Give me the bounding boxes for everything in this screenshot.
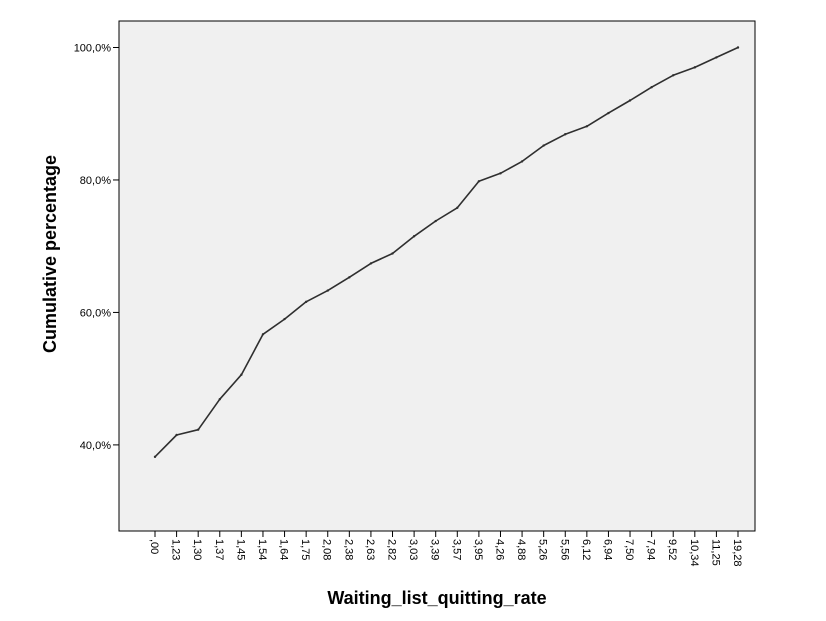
- series-layer: [153, 46, 740, 459]
- x-tick-label: 6,94: [601, 539, 613, 560]
- x-axis-title: Waiting_list_quitting_rate: [327, 588, 546, 608]
- y-tick-label: 40,0%: [80, 440, 111, 452]
- x-tick-label: 4,26: [493, 539, 505, 560]
- x-tick-label: 19,28: [731, 539, 743, 567]
- x-tick-label: 1,23: [170, 539, 182, 560]
- data-point: [607, 111, 610, 115]
- x-tick-label: 1,37: [213, 539, 225, 560]
- x-tick-label: 2,38: [342, 539, 354, 560]
- data-point: [542, 144, 545, 147]
- y-tick-label: 80,0%: [80, 175, 111, 187]
- data-point: [628, 99, 632, 102]
- data-point: [153, 455, 157, 459]
- data-point: [196, 428, 200, 431]
- x-tick-label: 6,12: [580, 539, 592, 560]
- x-tick-label: 7,50: [623, 539, 635, 560]
- x-tick-label: 4,88: [515, 539, 527, 560]
- x-tick-label: 3,39: [429, 539, 441, 560]
- data-point: [520, 160, 524, 163]
- data-point: [434, 219, 437, 223]
- data-point: [218, 397, 221, 401]
- x-tick-label: 3,95: [472, 539, 484, 560]
- plot-area: [118, 20, 756, 532]
- x-tick-label: 1,75: [299, 539, 311, 560]
- data-point: [736, 46, 740, 49]
- x-tick-label: 9,52: [666, 539, 678, 560]
- x-tick-label: 2,82: [386, 539, 398, 560]
- data-point: [369, 262, 373, 265]
- data-point: [175, 433, 178, 437]
- data-point: [304, 300, 308, 304]
- data-point: [283, 317, 286, 321]
- data-point: [499, 172, 502, 175]
- data-point: [693, 66, 697, 69]
- y-tick-label: 100,0%: [74, 42, 112, 54]
- data-point: [261, 333, 265, 336]
- y-tick-label: 60,0%: [80, 307, 111, 319]
- data-point: [240, 373, 243, 376]
- data-point: [412, 235, 416, 238]
- x-tick-label: 7,94: [645, 539, 657, 560]
- data-point: [348, 276, 351, 279]
- data-point: [477, 180, 481, 183]
- x-tick-label: 1,30: [191, 539, 203, 560]
- data-point: [564, 133, 567, 136]
- x-tick-label: 1,54: [256, 539, 268, 560]
- x-tick-label: 1,45: [234, 539, 246, 560]
- x-tick-label: ,00: [148, 539, 160, 554]
- data-point: [672, 74, 675, 77]
- data-point: [326, 289, 329, 292]
- data-point: [585, 125, 589, 128]
- y-axis: 40,0% 60,0% 80,0% 100,0%: [74, 42, 119, 452]
- x-tick-label: 5,26: [537, 539, 549, 560]
- x-tick-label: 2,63: [364, 539, 376, 560]
- data-point: [456, 206, 459, 209]
- x-tick-label: 2,08: [321, 539, 333, 560]
- data-point: [650, 86, 653, 89]
- data-point: [715, 56, 718, 59]
- y-axis-title: Cumulative percentage: [40, 155, 60, 353]
- x-tick-label: 5,56: [558, 539, 570, 560]
- x-tick-label: 3,57: [450, 539, 462, 560]
- x-tick-label: 3,03: [407, 539, 419, 560]
- series-line: [154, 46, 739, 458]
- x-tick-label: 11,25: [709, 539, 721, 566]
- x-axis: ,00 1,23 1,30 1,37 1,45 1,54 1,64 1,75 2,08 2,38 2…: [148, 531, 743, 567]
- data-point: [391, 252, 394, 255]
- x-tick-label: 1,64: [278, 539, 290, 560]
- x-tick-label: 10,34: [688, 539, 700, 567]
